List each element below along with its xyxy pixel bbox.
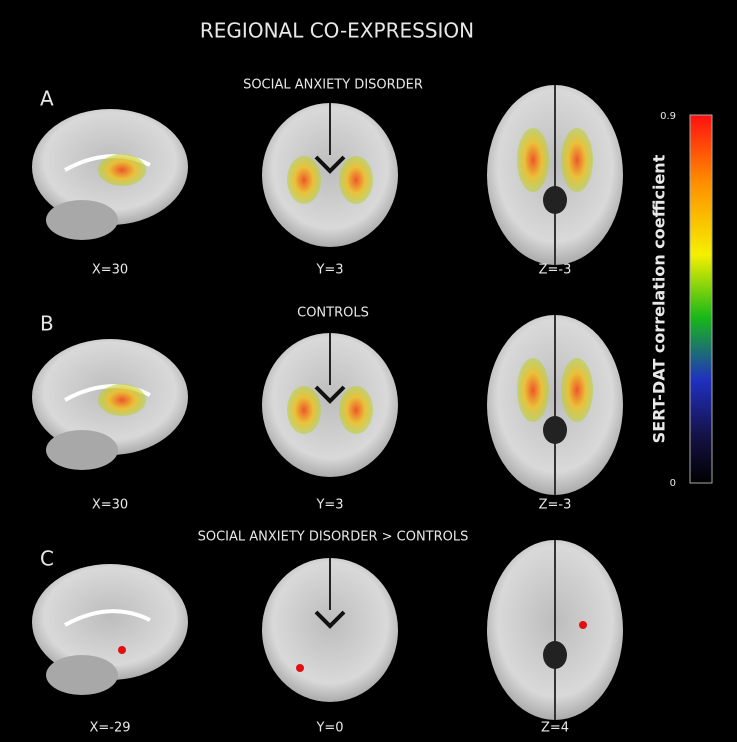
activation: [98, 154, 146, 186]
activation: [118, 646, 126, 654]
colorbar-min: 0: [670, 478, 676, 489]
activation: [579, 621, 587, 629]
activation: [561, 128, 593, 192]
view-coordinate: Z=-3: [539, 263, 572, 278]
ventricle: [543, 186, 567, 214]
panel-letter: A: [40, 87, 54, 111]
activation: [296, 664, 304, 672]
panel-letter: C: [40, 547, 54, 571]
figure-title: REGIONAL CO-EXPRESSION: [200, 19, 474, 43]
activation: [339, 156, 373, 204]
panel-letter: B: [40, 312, 54, 336]
activation: [561, 358, 593, 422]
ventricle: [543, 416, 567, 444]
panel-subtitle: SOCIAL ANXIETY DISORDER > CONTROLS: [198, 530, 469, 545]
view-coordinate: Z=4: [541, 721, 569, 736]
activation: [517, 128, 549, 192]
colorbar: [690, 115, 712, 483]
panel-subtitle: CONTROLS: [297, 306, 369, 321]
view-coordinate: X=30: [92, 263, 128, 278]
panel-subtitle: SOCIAL ANXIETY DISORDER: [243, 78, 423, 93]
view-coordinate: X=-29: [89, 721, 130, 736]
activation: [287, 156, 321, 204]
activation: [339, 386, 373, 434]
figure: REGIONAL CO-EXPRESSION 0.9 0 SERT-DAT co…: [0, 0, 737, 738]
view-coordinate: Y=3: [315, 498, 343, 513]
view-coordinate: X=30: [92, 498, 128, 513]
view-coordinate: Y=3: [315, 263, 343, 278]
view-coordinate: Z=-3: [539, 498, 572, 513]
activation: [287, 386, 321, 434]
colorbar-label: SERT-DAT correlation coefficient: [650, 154, 669, 443]
cerebellum: [46, 430, 118, 470]
cerebellum: [46, 655, 118, 695]
activation: [98, 384, 146, 416]
activation: [517, 358, 549, 422]
ventricle: [543, 641, 567, 669]
view-coordinate: Y=0: [315, 721, 343, 736]
cerebellum: [46, 200, 118, 240]
colorbar-max: 0.9: [660, 111, 676, 122]
